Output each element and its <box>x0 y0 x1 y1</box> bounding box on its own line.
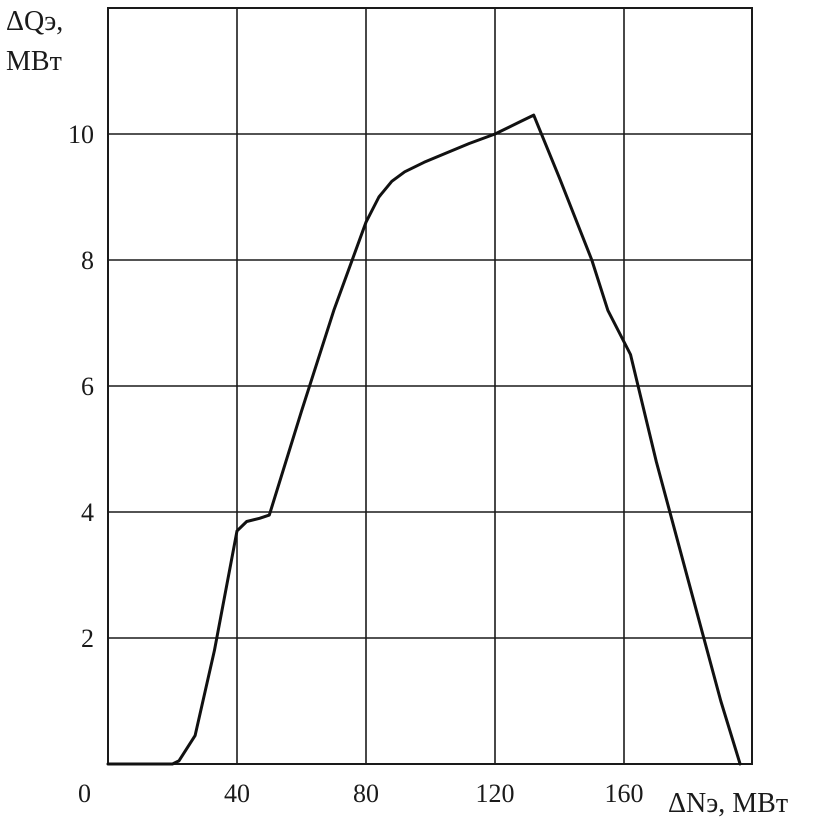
y-tick-label: 10 <box>68 120 94 149</box>
y-tick-label: 2 <box>81 624 94 653</box>
tick-labels: 40 80 120 160 2 4 6 8 10 <box>68 120 644 808</box>
x-tick-label: 80 <box>353 779 379 808</box>
y-axis-label-line1: ΔQэ, <box>6 6 63 37</box>
x-axis-label: ΔNэ, МВт <box>668 788 788 819</box>
plot-frame <box>107 7 753 765</box>
y-axis-label-line2: МВт <box>6 46 62 77</box>
curve-layer <box>106 113 742 766</box>
x-tick-label: 120 <box>476 779 515 808</box>
series-line <box>106 113 742 766</box>
y-tick-label: 8 <box>81 246 94 275</box>
x-tick-label: 40 <box>224 779 250 808</box>
grid-lines <box>108 8 752 764</box>
origin-label: 0 <box>78 779 91 808</box>
x-tick-label: 160 <box>605 779 644 808</box>
y-tick-label: 6 <box>81 372 94 401</box>
y-tick-label: 4 <box>81 498 94 527</box>
